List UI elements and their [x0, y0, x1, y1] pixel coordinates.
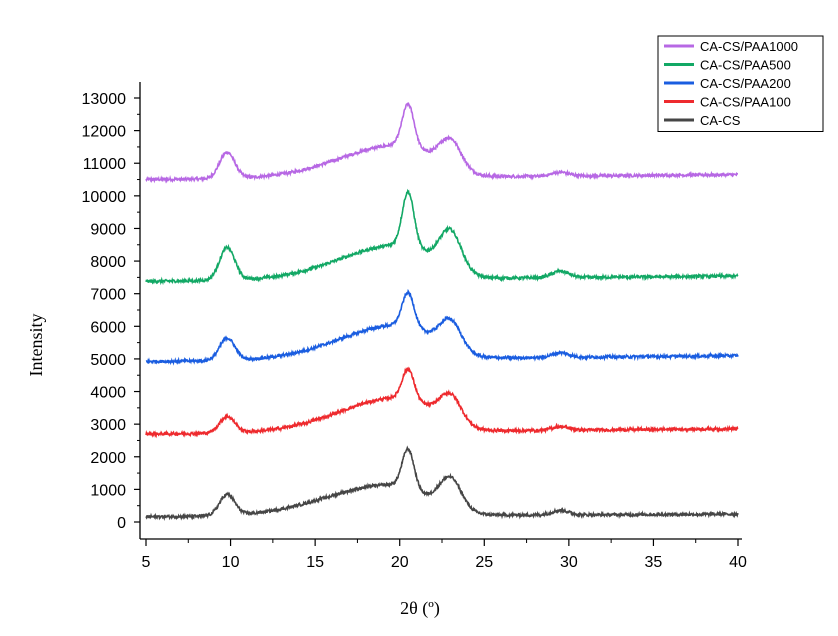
series-layer — [145, 102, 739, 522]
legend: CA-CS/PAA1000 CA-CS/PAA500 CA-CS/PAA200 CA-… — [657, 35, 824, 132]
x-tick-label: 20 — [391, 554, 409, 571]
x-tick-label: 35 — [645, 554, 663, 571]
axes: 0 1000 2000 3000 4000 5000 6000 7000 8000 9000 100… — [82, 82, 747, 571]
legend-label: CA-CS/PAA100 — [700, 95, 791, 110]
y-tick-label: 11000 — [83, 156, 126, 173]
x-tick-label: 30 — [560, 554, 578, 571]
y-tick-label: 4000 — [90, 385, 126, 402]
y-tick-label: 2000 — [90, 450, 126, 467]
y-axis-title: Intensity — [26, 314, 46, 377]
series-line-ca-cs-paa200 — [145, 288, 739, 366]
y-tick-label: 12000 — [82, 124, 127, 141]
legend-label: CA-CS — [700, 113, 741, 128]
y-tick-label: 5000 — [90, 352, 126, 369]
x-tick-label: 10 — [222, 554, 240, 571]
y-tick-label: 10000 — [82, 189, 127, 206]
y-tick-label: 3000 — [90, 417, 126, 434]
y-tick-label: 13000 — [82, 91, 127, 108]
y-tick-label: 1000 — [90, 482, 126, 499]
x-axis-title: 2θ (º) — [400, 598, 440, 619]
series-line-ca-cs — [145, 445, 739, 522]
x-tick-label: 25 — [475, 554, 493, 571]
legend-label: CA-CS/PAA500 — [700, 58, 791, 73]
x-tick-label: 15 — [306, 554, 324, 571]
x-tick-label: 5 — [142, 554, 151, 571]
y-tick-label: 9000 — [90, 221, 126, 238]
series-line-ca-cs-paa500 — [145, 188, 739, 286]
y-tick-label: 0 — [117, 515, 126, 532]
y-tick-label: 6000 — [90, 319, 126, 336]
legend-label: CA-CS/PAA200 — [700, 76, 791, 91]
series-line-ca-cs-paa100 — [145, 366, 739, 439]
x-tick-label: 40 — [729, 554, 747, 571]
series-line-ca-cs-paa1000 — [145, 102, 739, 184]
y-tick-label: 7000 — [90, 287, 126, 304]
y-tick-label: 8000 — [90, 254, 126, 271]
legend-label: CA-CS/PAA1000 — [700, 39, 798, 54]
